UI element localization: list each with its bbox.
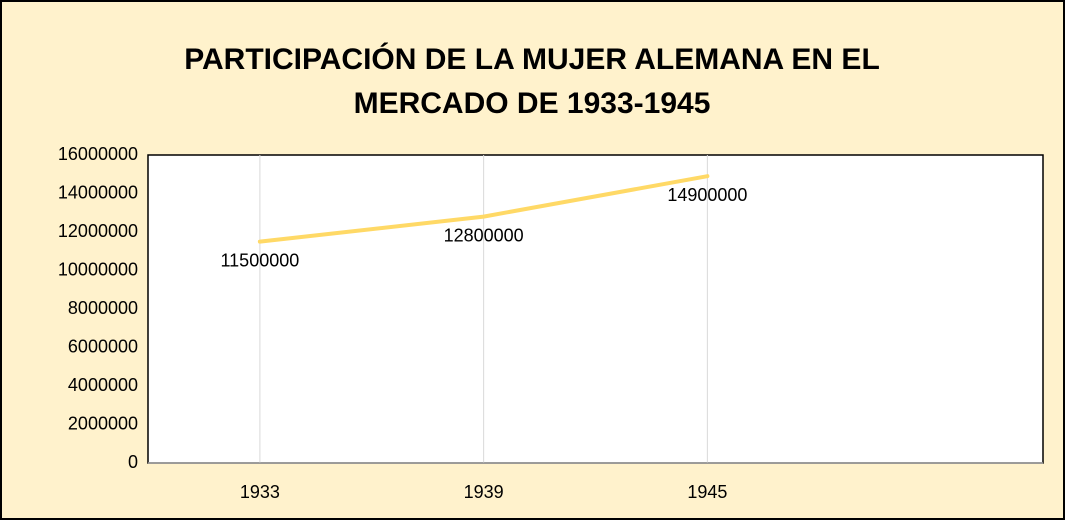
x-tick-label: 1933 — [240, 482, 280, 502]
y-tick-label: 4000000 — [68, 375, 138, 395]
y-tick-label: 12000000 — [58, 221, 138, 241]
data-line — [257, 174, 710, 244]
y-tick-label: 0 — [128, 452, 138, 472]
x-tick-label: 1939 — [464, 482, 504, 502]
y-tick-label: 6000000 — [68, 336, 138, 356]
y-tick-label: 2000000 — [68, 413, 138, 433]
data-label: 12800000 — [444, 225, 524, 245]
y-tick-label: 8000000 — [68, 298, 138, 318]
y-tick-label: 16000000 — [58, 144, 138, 164]
chart-title: PARTICIPACIÓN DE LA MUJER ALEMANA EN EL … — [184, 43, 880, 120]
data-label: 11500000 — [221, 250, 300, 270]
plot-area — [147, 154, 1044, 464]
y-tick-label: 10000000 — [58, 259, 138, 279]
x-tick-label: 1945 — [687, 482, 727, 502]
y-tick-label: 14000000 — [58, 182, 138, 202]
data-label: 14900000 — [667, 185, 747, 205]
